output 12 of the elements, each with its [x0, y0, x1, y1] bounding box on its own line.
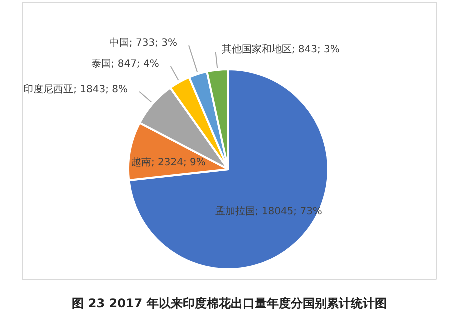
- slice-label: 中国: [109, 37, 130, 50]
- data-label: ; 847; 4%: [111, 59, 160, 70]
- slice-label: 泰国: [91, 59, 112, 70]
- data-label: ; 733; 3%: [129, 38, 178, 50]
- data-label: ; 843; 3%: [292, 44, 340, 56]
- slice-label: 其他国家和地区: [222, 44, 292, 56]
- slice-label: 越南: [132, 156, 152, 168]
- text: 图 23 2017 年以来印度棉花出口量年度分国别累计统计图: [72, 296, 387, 310]
- data-label: ; 2324; 9%: [152, 157, 206, 168]
- data-label: ; 1843; 8%: [74, 84, 128, 96]
- slice-label: 孟加拉国: [215, 206, 256, 218]
- slice-label: 印度尼西亚: [24, 83, 74, 96]
